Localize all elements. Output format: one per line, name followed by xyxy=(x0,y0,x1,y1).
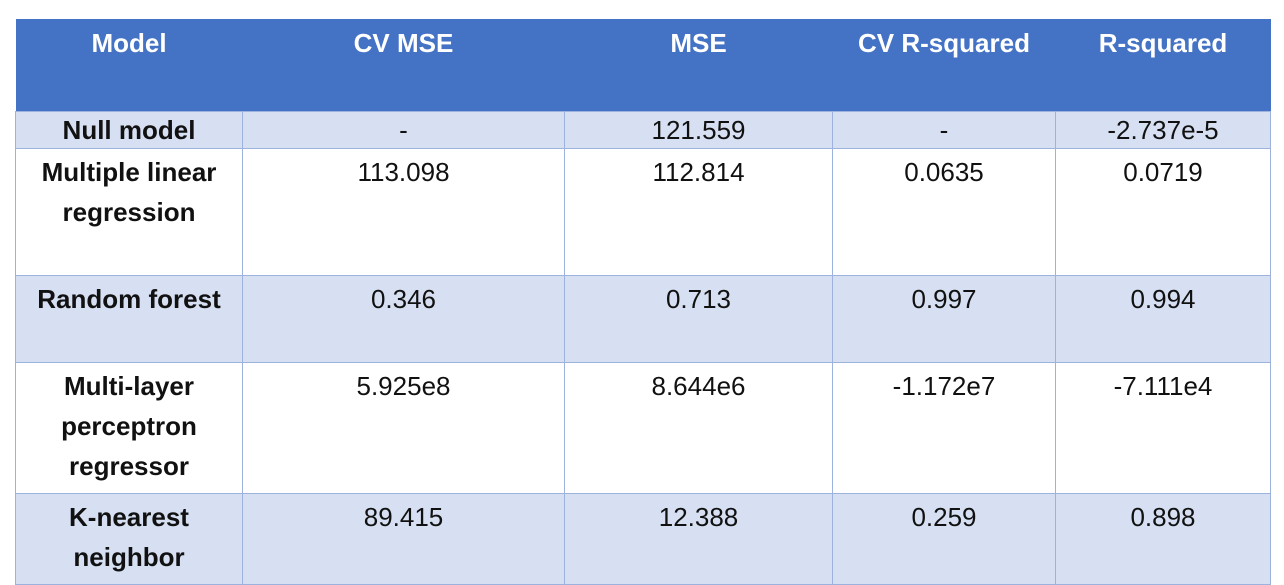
model-name-cell: Multiple linear regression xyxy=(15,148,243,276)
header-cv-mse: CV MSE xyxy=(242,19,565,112)
r-squared-cell: 0.898 xyxy=(1055,493,1271,585)
model-comparison-table: Model CV MSE MSE CV R-squared R-squared … xyxy=(15,19,1271,585)
cv-r-squared-cell: 0.0635 xyxy=(832,148,1056,276)
r-squared-cell: 0.994 xyxy=(1055,275,1271,363)
table-row: Random forest 0.346 0.713 0.997 0.994 xyxy=(15,275,1271,363)
model-name-cell: K-nearest neighbor xyxy=(15,493,243,585)
cv-r-squared-cell: - xyxy=(832,111,1056,149)
cv-mse-cell: 0.346 xyxy=(242,275,565,363)
table-row: Multiple linear regression 113.098 112.8… xyxy=(15,148,1271,276)
results-table-container: Model CV MSE MSE CV R-squared R-squared … xyxy=(15,19,1271,585)
cv-mse-cell: 89.415 xyxy=(242,493,565,585)
mse-cell: 112.814 xyxy=(564,148,833,276)
cv-mse-cell: 5.925e8 xyxy=(242,362,565,494)
cv-mse-cell: - xyxy=(242,111,565,149)
table-header: Model CV MSE MSE CV R-squared R-squared xyxy=(15,19,1271,112)
table-row: Multi-layer perceptron regressor 5.925e8… xyxy=(15,362,1271,494)
table-row: K-nearest neighbor 89.415 12.388 0.259 0… xyxy=(15,493,1271,585)
cv-r-squared-cell: 0.997 xyxy=(832,275,1056,363)
model-name-cell: Multi-layer perceptron regressor xyxy=(15,362,243,494)
header-cv-r-squared: CV R-squared xyxy=(832,19,1056,112)
table-body: Null model - 121.559 - -2.737e-5 Multipl… xyxy=(15,111,1271,585)
mse-cell: 0.713 xyxy=(564,275,833,363)
mse-cell: 121.559 xyxy=(564,111,833,149)
table-row: Null model - 121.559 - -2.737e-5 xyxy=(15,111,1271,149)
cv-r-squared-cell: -1.172e7 xyxy=(832,362,1056,494)
header-model: Model xyxy=(15,19,243,112)
header-mse: MSE xyxy=(564,19,833,112)
r-squared-cell: 0.0719 xyxy=(1055,148,1271,276)
header-r-squared: R-squared xyxy=(1055,19,1271,112)
model-name-cell: Null model xyxy=(15,111,243,149)
mse-cell: 12.388 xyxy=(564,493,833,585)
mse-cell: 8.644e6 xyxy=(564,362,833,494)
model-name-cell: Random forest xyxy=(15,275,243,363)
r-squared-cell: -2.737e-5 xyxy=(1055,111,1271,149)
header-row: Model CV MSE MSE CV R-squared R-squared xyxy=(15,19,1271,112)
cv-mse-cell: 113.098 xyxy=(242,148,565,276)
r-squared-cell: -7.111e4 xyxy=(1055,362,1271,494)
cv-r-squared-cell: 0.259 xyxy=(832,493,1056,585)
